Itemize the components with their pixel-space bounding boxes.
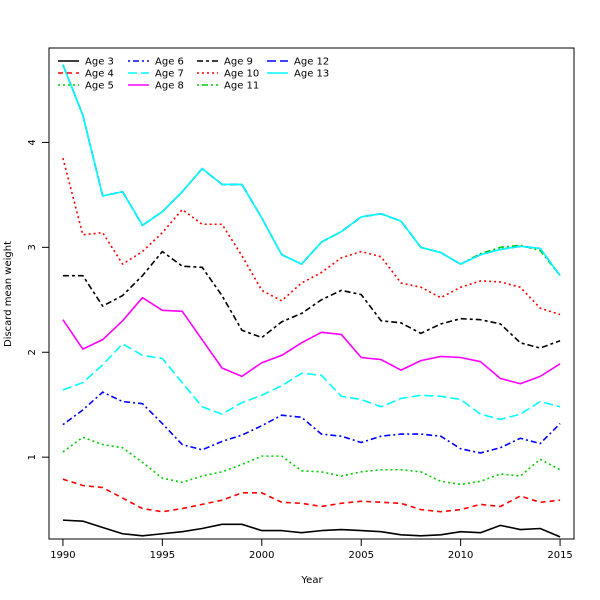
series-layer xyxy=(62,64,561,538)
series-line-age-12 xyxy=(62,64,561,277)
legend-label: Age 5 xyxy=(85,81,114,92)
x-tick-label: 2000 xyxy=(249,550,274,561)
y-tick-label: 2 xyxy=(27,349,38,355)
y-tick-label: 1 xyxy=(27,454,38,460)
legend-label: Age 11 xyxy=(224,81,259,92)
y-axis-title: Discard mean weight xyxy=(3,241,14,347)
series-line-age-10 xyxy=(62,157,561,316)
x-tick-label: 1990 xyxy=(50,550,75,561)
plot-frame xyxy=(48,47,575,540)
x-tick-label: 2005 xyxy=(348,550,373,561)
y-axis: 1 2 3 4 xyxy=(27,139,50,460)
series-line-age-13 xyxy=(62,64,561,277)
series-line-age-6 xyxy=(62,391,561,454)
legend-label: Age 7 xyxy=(155,69,184,80)
x-tick-label: 2015 xyxy=(547,550,572,561)
series-line-age-11 xyxy=(62,64,561,277)
x-tick-label: 1995 xyxy=(150,550,175,561)
legend-label: Age 9 xyxy=(224,57,253,68)
series-line-age-3 xyxy=(62,519,561,538)
x-axis: 1990 1995 2000 2005 2010 2015 xyxy=(50,538,573,561)
y-tick-label: 4 xyxy=(27,139,38,145)
x-axis-title: Year xyxy=(300,575,323,586)
legend-label: Age 13 xyxy=(294,69,329,80)
legend-label: Age 6 xyxy=(155,57,184,68)
x-tick-label: 2010 xyxy=(448,550,473,561)
legend-label: Age 10 xyxy=(224,69,259,80)
series-line-age-7 xyxy=(62,343,561,421)
legend-label: Age 12 xyxy=(294,57,329,68)
series-line-age-9 xyxy=(62,250,561,349)
legend-label: Age 8 xyxy=(155,81,184,92)
y-tick-label: 3 xyxy=(27,244,38,250)
series-line-age-5 xyxy=(62,436,561,486)
legend-label: Age 3 xyxy=(85,57,114,68)
series-line-age-4 xyxy=(62,478,561,513)
series-line-age-8 xyxy=(62,296,561,385)
legend-label: Age 4 xyxy=(85,69,114,80)
